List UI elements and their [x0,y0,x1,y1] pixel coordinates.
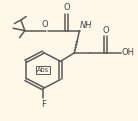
Text: F: F [41,100,46,109]
Text: O: O [41,20,48,29]
Text: OH: OH [122,48,135,57]
Text: O: O [102,26,109,35]
Text: Abs: Abs [37,67,49,73]
Text: NH: NH [80,21,93,30]
Text: O: O [63,3,70,12]
